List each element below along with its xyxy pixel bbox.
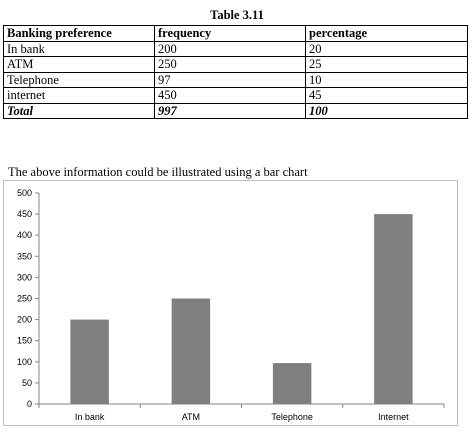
bar-internet xyxy=(374,214,413,404)
table-cell: 200 xyxy=(154,40,306,57)
total-frequency: 997 xyxy=(154,102,306,119)
bar-chart: 0 50 100 150 200 250 300 350 400 450 500 In bank ATM… xyxy=(17,188,445,422)
table-cell: Telephone xyxy=(3,71,155,88)
table-caption: Table 3.11 xyxy=(210,8,264,22)
y-tick-label: 50 xyxy=(22,378,32,388)
table-total-row: Total 997 100 xyxy=(3,102,468,119)
table-cell: 97 xyxy=(154,71,306,88)
x-tick-label: Internet xyxy=(378,412,409,422)
table-row: ATM 250 25 xyxy=(3,56,468,73)
total-percentage: 100 xyxy=(305,102,468,119)
x-tick-label: In bank xyxy=(75,412,105,422)
y-tick-label: 100 xyxy=(17,357,32,367)
table-row: In bank 200 20 xyxy=(3,40,468,57)
banking-preference-table: Banking preference frequency percentage … xyxy=(3,25,468,119)
bar-telephone xyxy=(272,363,312,404)
intro-text: The above information could be illustrat… xyxy=(8,165,308,179)
x-tick-label: ATM xyxy=(182,412,200,422)
y-tick-label: 0 xyxy=(27,399,32,409)
table-cell: In bank xyxy=(3,40,155,57)
y-tick-label: 200 xyxy=(17,315,32,325)
bar-in-bank xyxy=(70,319,109,404)
bar-atm xyxy=(171,298,211,404)
header-percentage: percentage xyxy=(305,25,468,42)
table-cell: 45 xyxy=(305,87,468,104)
table-cell: 25 xyxy=(305,56,468,73)
y-tick-label: 150 xyxy=(17,336,32,346)
x-tick-label: Telephone xyxy=(271,412,313,422)
table-cell: 250 xyxy=(154,56,306,73)
y-tick-label: 250 xyxy=(17,294,32,304)
y-tick-label: 500 xyxy=(17,188,32,198)
table-row: internet 450 45 xyxy=(3,87,468,104)
table-header-row: Banking preference frequency percentage xyxy=(3,25,468,42)
table-cell: ATM xyxy=(3,56,155,73)
table-cell: 20 xyxy=(305,40,468,57)
header-frequency: frequency xyxy=(154,25,306,42)
chart-frame: 0 50 100 150 200 250 300 350 400 450 500 In bank ATM… xyxy=(3,180,458,426)
y-tick-label: 300 xyxy=(17,272,32,282)
header-banking-preference: Banking preference xyxy=(3,25,155,42)
table-cell: internet xyxy=(3,87,155,104)
y-tick-label: 400 xyxy=(17,230,32,240)
y-tick-label: 450 xyxy=(17,209,32,219)
table-cell: 10 xyxy=(305,71,468,88)
table-cell: 450 xyxy=(154,87,306,104)
total-label: Total xyxy=(3,102,155,119)
table-row: Telephone 97 10 xyxy=(3,71,468,88)
y-tick-label: 350 xyxy=(17,251,32,261)
